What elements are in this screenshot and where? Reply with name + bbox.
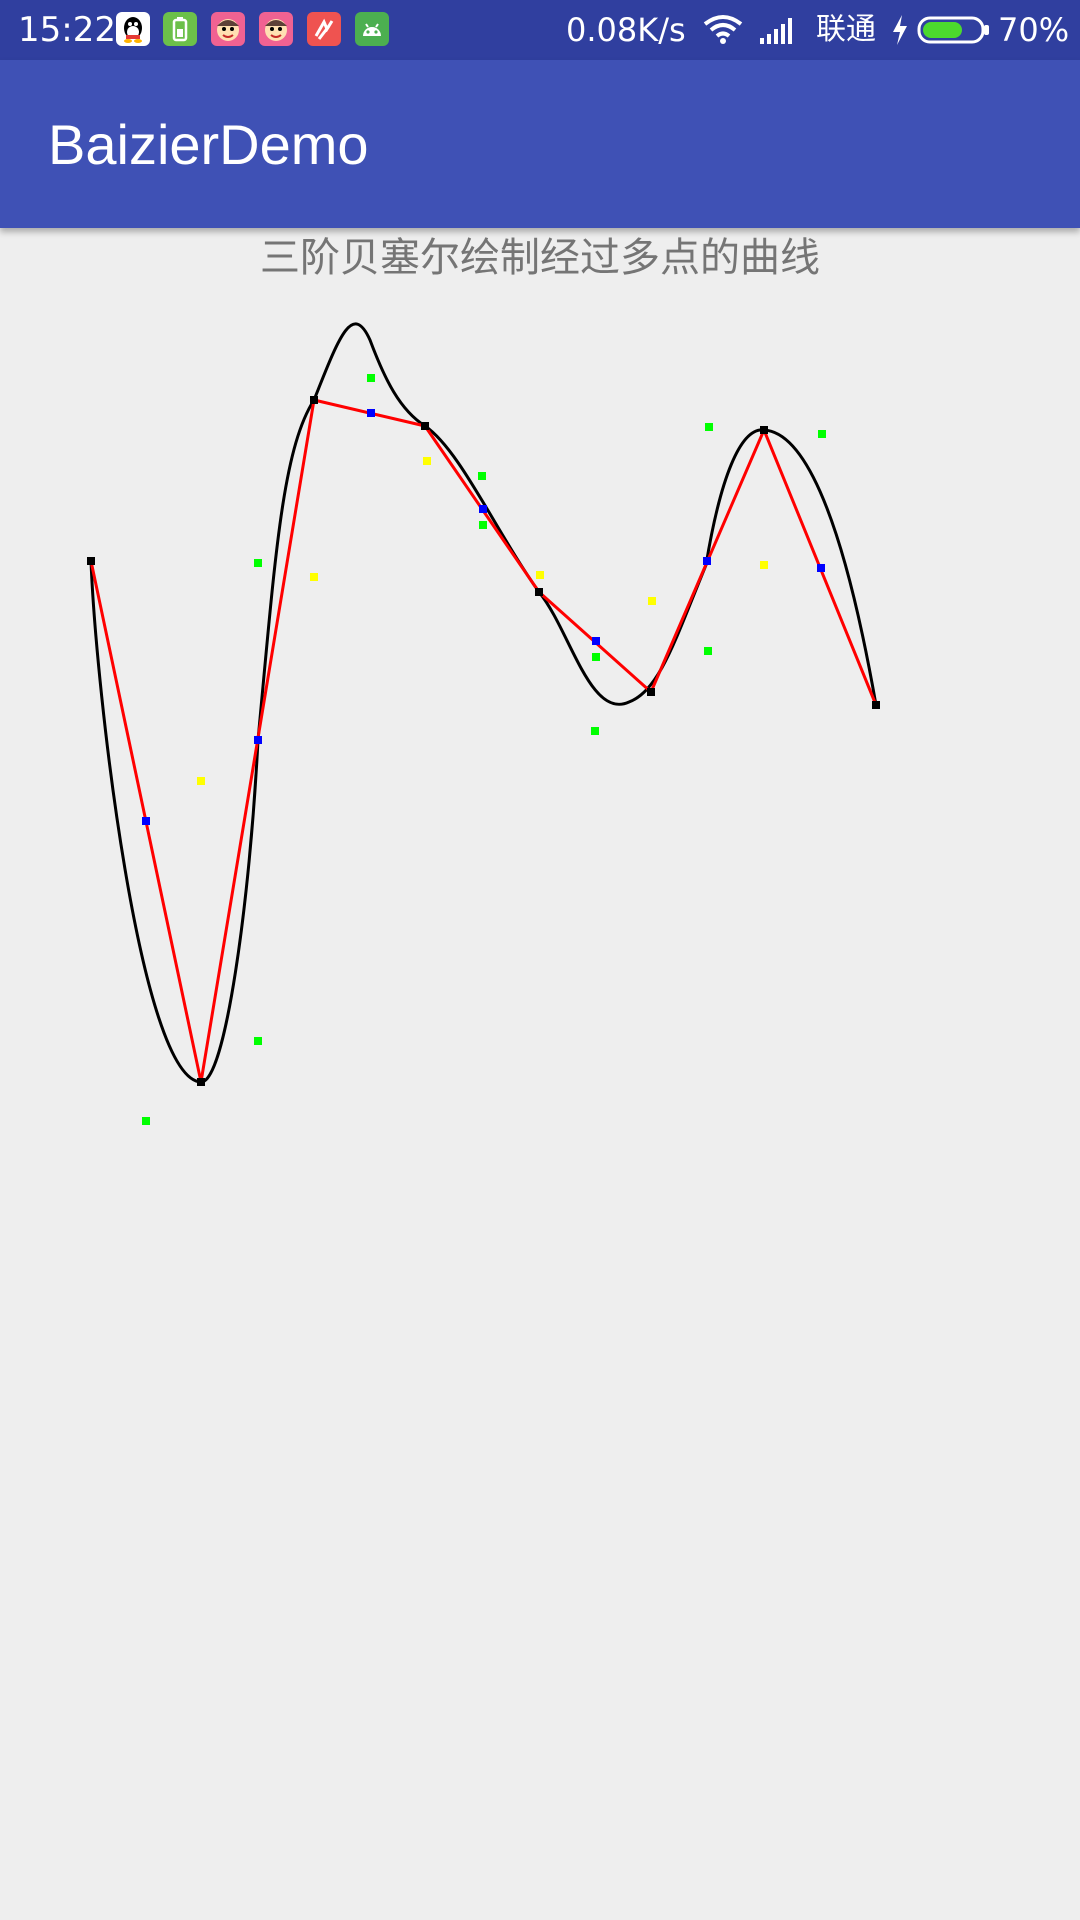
midpoint <box>479 505 487 513</box>
midpoint-of-midpoints <box>197 777 205 785</box>
control-point <box>591 727 599 735</box>
midpoint <box>592 637 600 645</box>
data-point-markers <box>87 396 880 1086</box>
android-app-icon <box>355 12 389 46</box>
midpoint <box>367 409 375 417</box>
bezier-curve <box>89 322 878 1084</box>
battery-percent: 70% <box>998 11 1070 49</box>
wifi-icon <box>703 15 743 44</box>
control-point <box>479 521 487 529</box>
battery-app-icon <box>163 12 197 46</box>
control-point <box>592 653 600 661</box>
status-bar: 15:22 <box>0 0 1080 60</box>
control-point <box>478 472 486 480</box>
midpoint-of-midpoints <box>536 571 544 579</box>
network-speed: 0.08K/s <box>566 11 686 49</box>
midpoint <box>254 736 262 744</box>
data-point <box>872 701 880 709</box>
midpoint-of-midpoints-markers <box>197 457 768 785</box>
battery-icon <box>917 16 989 44</box>
qq-icon <box>116 12 150 46</box>
charging-icon <box>893 15 907 45</box>
signal-icon <box>760 18 792 44</box>
control-point <box>704 647 712 655</box>
midpoint-markers <box>142 409 825 825</box>
data-point <box>87 557 95 565</box>
face-app-icon-2 <box>259 12 293 46</box>
data-point <box>197 1078 205 1086</box>
app-bar: BaizierDemo <box>0 60 1080 228</box>
data-point <box>310 396 318 404</box>
data-point <box>647 688 655 696</box>
midpoint-of-midpoints <box>648 597 656 605</box>
midpoint-of-midpoints <box>423 457 431 465</box>
midpoint-of-midpoints <box>310 573 318 581</box>
data-point <box>760 426 768 434</box>
fitness-app-icon <box>307 12 341 46</box>
app-title: BaizierDemo <box>48 113 369 176</box>
midpoint <box>142 817 150 825</box>
content-title: 三阶贝塞尔绘制经过多点的曲线 <box>260 235 820 281</box>
control-point <box>367 374 375 382</box>
carrier-name: 联通 <box>816 12 876 47</box>
control-point <box>254 559 262 567</box>
face-app-icon <box>211 12 245 46</box>
control-point <box>142 1117 150 1125</box>
control-point <box>818 430 826 438</box>
control-point <box>705 423 713 431</box>
midpoint <box>817 564 825 572</box>
data-point <box>421 422 429 430</box>
midpoint-of-midpoints <box>760 561 768 569</box>
status-time: 15:22 <box>18 10 116 50</box>
data-point <box>535 588 543 596</box>
control-point <box>254 1037 262 1045</box>
midpoint <box>703 557 711 565</box>
control-point-markers <box>142 374 826 1125</box>
